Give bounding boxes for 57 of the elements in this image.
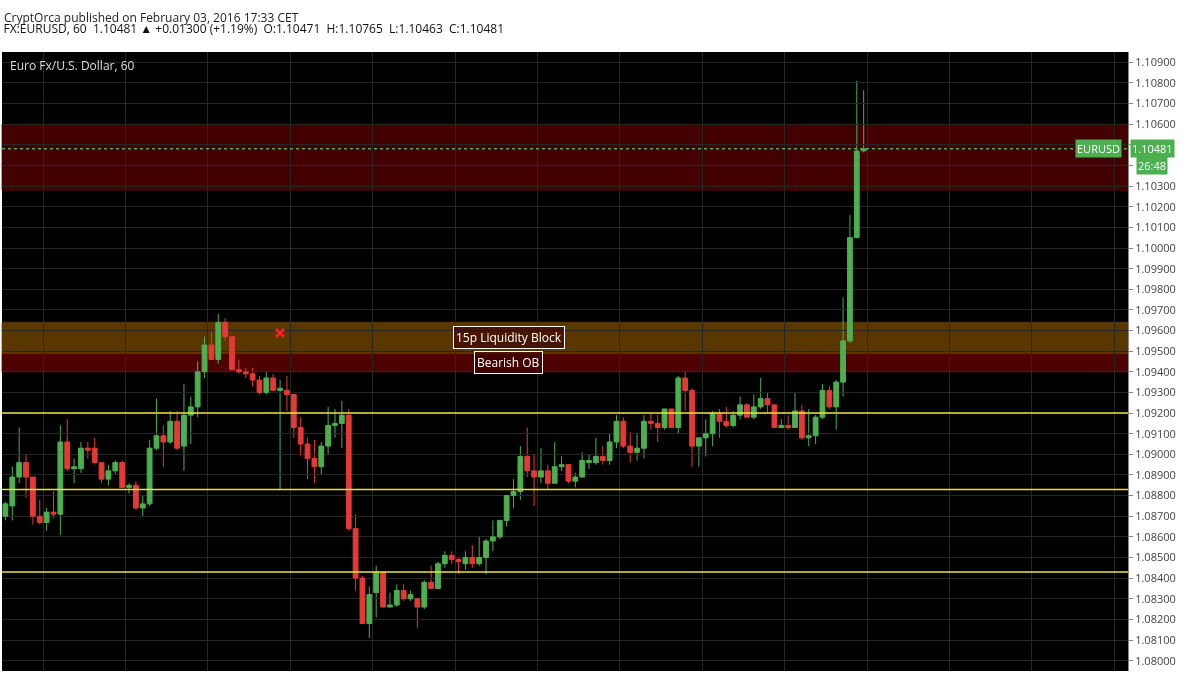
y-tick-label: 1.09700 <box>1135 301 1176 317</box>
annotation: 1.10481 <box>1132 141 1173 156</box>
y-tick-label: 1.10700 <box>1135 95 1176 111</box>
candlestick <box>544 464 551 490</box>
candlestick <box>43 507 50 532</box>
y-tick-label: 1.10000 <box>1135 239 1176 255</box>
y-tick-label: 1.10100 <box>1135 219 1176 235</box>
ref-line-label: EURUSD <box>1077 141 1120 156</box>
y-tick-label: 1.08800 <box>1135 487 1176 503</box>
text: Euro Fx/U.S. Dollar, 60 <box>10 57 135 74</box>
candlestick <box>792 391 798 429</box>
y-tick-label: 1.09900 <box>1135 260 1176 276</box>
candlestick <box>414 598 421 629</box>
y-tick-label: 1.09600 <box>1135 322 1176 338</box>
y-tick-label: 1.08000 <box>1135 652 1176 668</box>
candlestick <box>538 447 544 484</box>
y-tick-label: 1.08500 <box>1135 549 1176 565</box>
candlestick <box>462 550 469 571</box>
y-tick-label: 1.09200 <box>1135 404 1176 420</box>
y-tick-label: 1.08200 <box>1135 611 1176 627</box>
candlestick <box>50 490 57 519</box>
y-tick-label: 1.09100 <box>1135 425 1176 441</box>
candlestick <box>661 408 668 431</box>
y-tick-label: 1.09300 <box>1135 384 1176 400</box>
band-label: Bearish OB <box>477 354 540 371</box>
y-tick-label: 1.10300 <box>1135 177 1176 193</box>
candlestick <box>126 482 132 495</box>
y-tick-label: 1.10900 <box>1135 54 1176 70</box>
candlestick <box>785 414 792 431</box>
candlestick <box>277 379 283 490</box>
y-tick-label: 1.09800 <box>1135 281 1176 297</box>
candlestick <box>428 565 435 589</box>
y-tick-label: 1.09000 <box>1135 446 1176 462</box>
band-label: 15p Liquidity Block <box>456 329 562 346</box>
candlestick <box>263 371 270 396</box>
candlestick <box>565 464 572 484</box>
candlestick <box>599 445 606 466</box>
candlestick <box>826 385 833 410</box>
candlestick <box>373 565 380 618</box>
y-tick-label: 1.10200 <box>1135 198 1176 214</box>
candlestick <box>208 332 215 360</box>
candlestick <box>132 480 139 511</box>
y-tick-label: 1.08100 <box>1135 631 1176 647</box>
y-tick-label: 1.08700 <box>1135 508 1176 524</box>
candlestick <box>167 410 174 445</box>
candlestick <box>160 424 167 468</box>
y-tick-label: 1.08300 <box>1135 590 1176 606</box>
y-tick-label: 1.08400 <box>1135 570 1176 585</box>
candlestick <box>469 544 476 569</box>
y-tick-label: 1.08600 <box>1135 528 1176 544</box>
y-tick-label: 1.09400 <box>1135 363 1176 379</box>
y-tick-label: 1.08900 <box>1135 466 1176 482</box>
candlestick <box>668 408 675 429</box>
y-tick-label: 1.09500 <box>1135 343 1176 359</box>
text: 26:48 <box>1138 158 1167 173</box>
y-tick-label: 1.10800 <box>1135 74 1176 90</box>
y-tick-label: 1.10600 <box>1135 116 1176 132</box>
